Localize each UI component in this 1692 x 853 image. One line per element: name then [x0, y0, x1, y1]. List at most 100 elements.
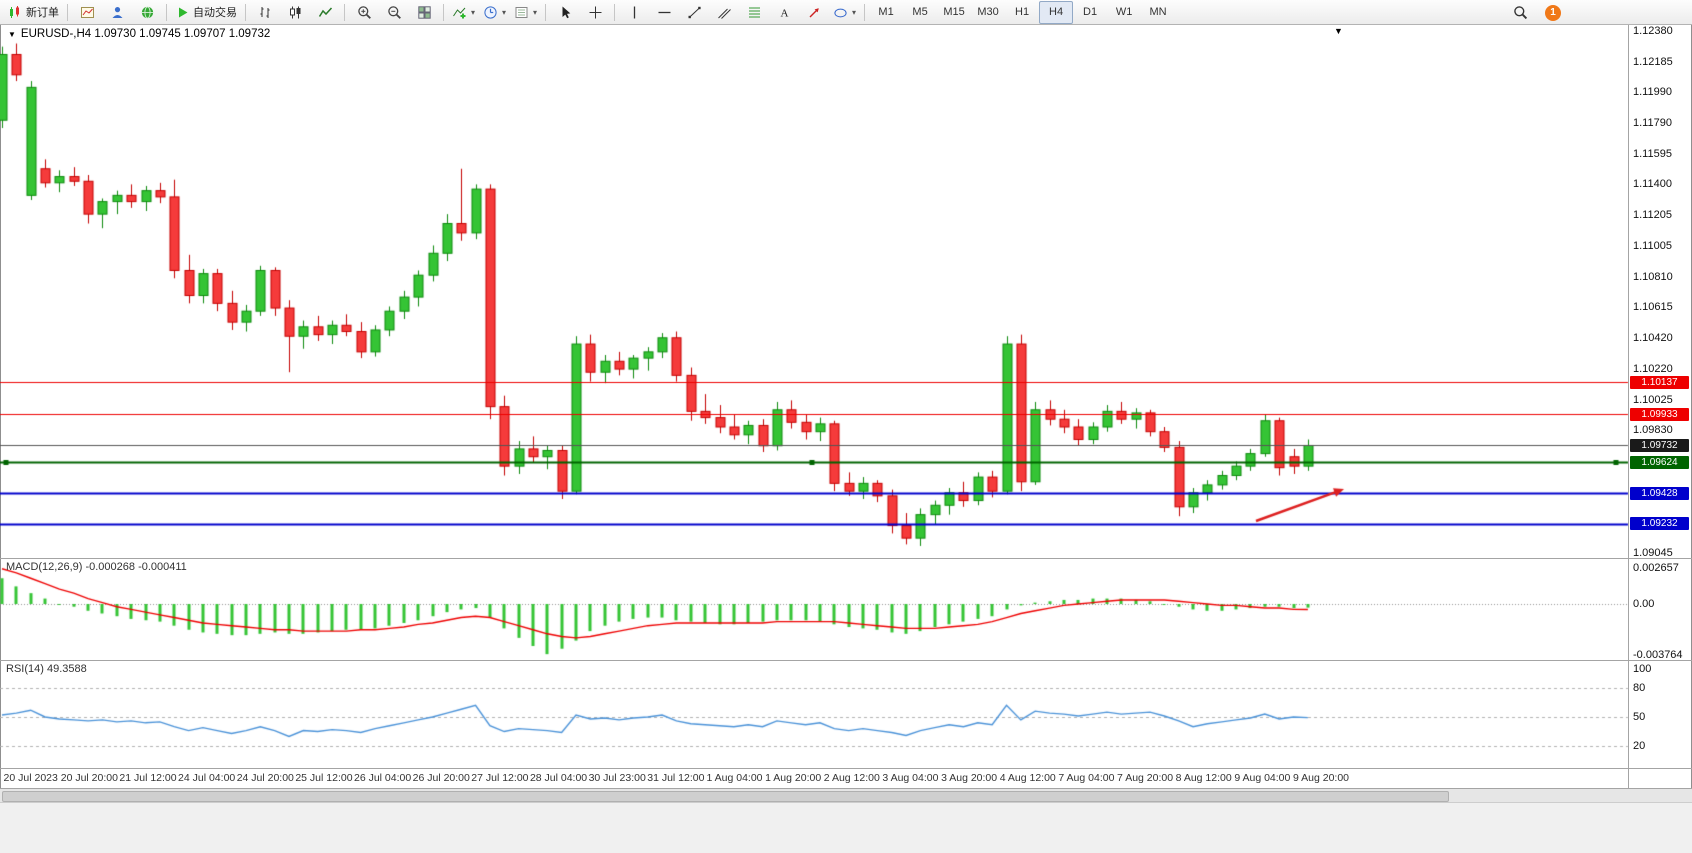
indicator-plus-icon — [452, 5, 467, 20]
new-order-button-label: 新订单 — [26, 7, 59, 19]
candles-icon — [288, 5, 303, 20]
time-axis-label: 1 Aug 20:00 — [765, 772, 822, 784]
price-tag: 1.09933 — [1630, 407, 1689, 421]
time-axis-label: 9 Aug 20:00 — [1292, 772, 1350, 784]
price-axis-label: 1.11790 — [1633, 117, 1672, 130]
timeframe-M30[interactable]: M30 — [977, 6, 999, 18]
text-icon: A — [777, 5, 792, 20]
candlestick-button[interactable] — [280, 1, 310, 24]
toolbar-separator — [67, 3, 68, 21]
panel-separator — [0, 788, 1692, 789]
toolbar-separator — [864, 3, 866, 21]
fibonacci-button[interactable] — [739, 1, 769, 24]
bar-chart-button[interactable] — [250, 1, 280, 24]
time-axis-label: 27 Jul 12:00 — [471, 772, 529, 784]
toolbar-separator — [245, 3, 246, 21]
price-axis-label: 1.11595 — [1633, 147, 1672, 160]
timeframe-H1[interactable]: H1 — [1015, 6, 1030, 18]
shapes-icon — [833, 5, 848, 20]
crosshair-button[interactable] — [580, 1, 610, 24]
toolbar-separator — [545, 3, 547, 21]
person-icon — [110, 5, 125, 20]
time-axis-label: 2 Aug 12:00 — [823, 772, 880, 784]
periods-button[interactable]: ▾ — [479, 1, 510, 24]
horizontal-scrollbar-thumb[interactable] — [2, 791, 1449, 802]
time-axis-label: 3 Aug 04:00 — [882, 772, 939, 784]
dropdown-arrow-icon: ▾ — [852, 7, 857, 17]
time-axis-label: 25 Jul 12:00 — [295, 772, 353, 784]
macd-axis-label: 0.002657 — [1633, 561, 1679, 574]
time-axis-label: 28 Jul 04:00 — [529, 772, 588, 784]
templates-button[interactable]: ▾ — [510, 1, 541, 24]
price-axis[interactable] — [1628, 25, 1692, 558]
cursor-button[interactable] — [550, 1, 580, 24]
timeframe-W1[interactable]: W1 — [1115, 6, 1133, 18]
indicators-button[interactable]: ▾ — [448, 1, 479, 24]
ohlc-collapse-icon[interactable]: ▼ — [8, 29, 16, 39]
timeframe-H4[interactable]: H4 — [1039, 0, 1074, 24]
symbol-ohlc-text: EURUSD-,H4 1.09730 1.09745 1.09707 1.097… — [20, 28, 271, 40]
search-button[interactable] — [1505, 1, 1535, 24]
toolbar-separator — [443, 3, 444, 21]
time-axis-label: 8 Aug 12:00 — [1175, 772, 1232, 784]
profiles-button[interactable] — [102, 1, 132, 24]
panel-separator — [0, 660, 1692, 661]
market-watch-button[interactable] — [132, 1, 162, 24]
equidistant-channel-button[interactable] — [709, 1, 739, 24]
template-icon — [514, 5, 529, 20]
new-chart-button[interactable] — [72, 1, 102, 24]
timeframe-M15[interactable]: M15 — [943, 6, 965, 18]
new-order-button[interactable]: 新订单 — [4, 1, 63, 24]
line-chart-button[interactable] — [310, 1, 340, 24]
crosshair-icon — [588, 5, 603, 20]
timeframe-M1[interactable]: M1 — [878, 6, 894, 18]
macd-axis-label: 0.00 — [1633, 598, 1655, 610]
text-button[interactable]: A — [769, 1, 799, 24]
toolbar: 新订单 自动交易 ▾ ▾ ▾ A ▾ M1 M5 M15 M30 H1 H4 D1 W1 MN 1 — [0, 0, 1692, 25]
price-axis-label: 1.10420 — [1633, 331, 1673, 344]
price-axis-label: 1.11205 — [1633, 208, 1672, 221]
time-axis-label: 31 Jul 12:00 — [647, 772, 705, 784]
chart-doc-icon — [80, 5, 95, 20]
time-axis-label: 30 Jul 23:00 — [588, 772, 646, 784]
timeframe-D1[interactable]: D1 — [1083, 6, 1098, 18]
price-tag: 1.09232 — [1630, 517, 1689, 531]
macd-axis-label: -0.003764 — [1633, 649, 1683, 661]
time-axis-label: 21 Jul 12:00 — [119, 772, 177, 784]
vertical-line-button[interactable] — [619, 1, 649, 24]
price-axis-label: 1.09830 — [1633, 424, 1673, 437]
timeframe-MN[interactable]: MN — [1149, 6, 1167, 18]
new-order-icon — [8, 5, 23, 20]
search-icon — [1513, 5, 1528, 20]
price-axis-label: 1.09045 — [1633, 547, 1673, 559]
chart-shift-marker[interactable]: ▼ — [1334, 26, 1343, 36]
autotrading-button[interactable]: 自动交易 — [171, 1, 241, 24]
rsi-axis-label: 100 — [1633, 662, 1652, 675]
price-axis-label: 1.10025 — [1633, 393, 1673, 406]
time-axis-label: 20 Jul 20:00 — [60, 772, 118, 784]
price-axis-label: 1.11005 — [1633, 240, 1672, 253]
clock-icon — [483, 5, 498, 20]
zoom-out-icon — [387, 5, 402, 20]
dropdown-arrow-icon: ▾ — [533, 7, 538, 17]
time-axis-label: 20 Jul 2023 — [3, 772, 58, 784]
time-axis-label: 3 Aug 20:00 — [941, 772, 998, 784]
price-axis-label: 1.10220 — [1633, 363, 1673, 376]
zoom-out-button[interactable] — [379, 1, 409, 24]
channel-icon — [717, 5, 732, 20]
svg-text:A: A — [780, 7, 788, 19]
zoom-in-button[interactable] — [349, 1, 379, 24]
time-axis-label: 7 Aug 04:00 — [1058, 772, 1115, 784]
tile-windows-button[interactable] — [409, 1, 439, 24]
arrow-tools-button[interactable] — [799, 1, 829, 24]
play-icon — [175, 5, 190, 20]
notification-badge[interactable]: 1 — [1545, 4, 1561, 21]
timeframe-M5[interactable]: M5 — [912, 6, 928, 18]
shapes-button[interactable]: ▾ — [829, 1, 860, 24]
price-axis-label: 1.11990 — [1633, 86, 1672, 99]
trendline-button[interactable] — [679, 1, 709, 24]
time-axis-label: 26 Jul 20:00 — [412, 772, 470, 784]
horizontal-line-button[interactable] — [649, 1, 679, 24]
